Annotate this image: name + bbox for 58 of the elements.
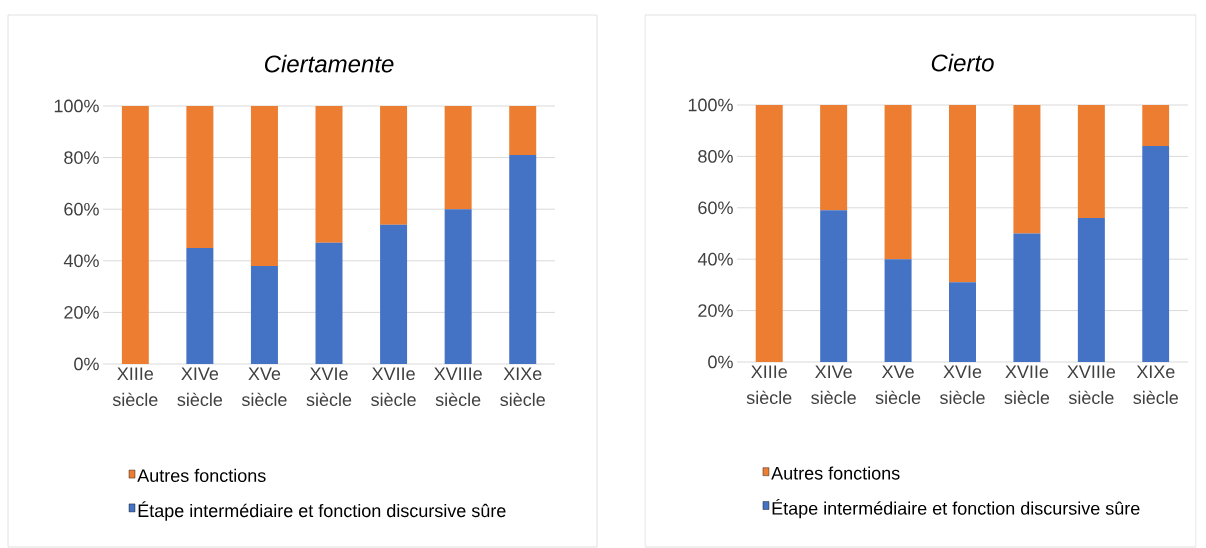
bar <box>1013 233 1041 362</box>
x-tick-label: XIIIe siècle <box>746 365 792 405</box>
bar <box>820 210 848 362</box>
bar <box>315 242 343 364</box>
bar <box>884 104 912 260</box>
y-tick-label: 20% <box>64 306 99 319</box>
bar <box>186 105 214 248</box>
x-tick-label: XVIIIe siècle <box>1067 365 1116 405</box>
legend-label: Étape intermédiaire et fonction discursive sûre <box>772 498 1140 519</box>
bar <box>509 105 537 156</box>
y-tick-label: 40% <box>697 252 733 266</box>
bar <box>755 104 783 362</box>
y-tick-label: 100% <box>54 99 99 113</box>
y-tick-label: 80% <box>64 151 99 164</box>
legend-label: Étape intermédiaire et fonction discursive sûre <box>138 501 506 521</box>
bar <box>444 209 472 364</box>
y-tick-label: 20% <box>698 304 733 317</box>
x-tick-label: XVIIIe siècle <box>434 367 482 407</box>
x-tick-label: XIVe siècle <box>177 367 223 407</box>
x-tick-label: XVe siècle <box>875 365 921 405</box>
y-tick-label: 60% <box>698 201 733 215</box>
x-tick-label: XIXe siècle <box>1133 365 1178 405</box>
x-tick-label: XIVe siècle <box>811 365 856 405</box>
x-tick-label: XIIIe siècle <box>112 367 158 407</box>
bar <box>509 155 537 364</box>
bar <box>1013 104 1041 234</box>
x-tick-label: XVIe siècle <box>939 365 985 405</box>
x-tick-label: XVe siècle <box>241 367 287 407</box>
bar <box>380 224 408 364</box>
x-tick-label: XIXe siècle <box>500 367 545 407</box>
bar <box>444 105 472 210</box>
bar <box>949 282 976 362</box>
y-tick-label: 80% <box>698 150 733 163</box>
bar <box>820 104 848 211</box>
bar <box>1142 146 1170 362</box>
chart-title: Ciertamente <box>264 54 394 73</box>
bar <box>1142 104 1170 147</box>
legend-label: Autres fonctions <box>137 468 266 483</box>
y-tick-label: 0% <box>74 357 99 371</box>
bar <box>250 265 278 364</box>
bar <box>884 259 912 362</box>
bar <box>380 105 408 225</box>
legend-label: Autres fonctions <box>771 466 900 480</box>
y-tick-label: 40% <box>63 254 99 268</box>
x-tick-label: XVIIe siècle <box>1004 365 1050 405</box>
x-tick-label: XVIIe siècle <box>371 367 416 407</box>
bar <box>121 105 149 364</box>
bar <box>315 105 343 243</box>
bar <box>186 247 214 364</box>
y-tick-label: 0% <box>708 355 733 369</box>
bar <box>250 105 278 266</box>
y-tick-label: 100% <box>688 98 733 112</box>
bar <box>1077 104 1105 219</box>
bar <box>1077 218 1105 362</box>
chart-title: Cierto <box>931 53 994 72</box>
x-tick-label: XVIe siècle <box>306 367 352 407</box>
bar <box>949 104 976 283</box>
y-tick-label: 60% <box>64 202 99 216</box>
